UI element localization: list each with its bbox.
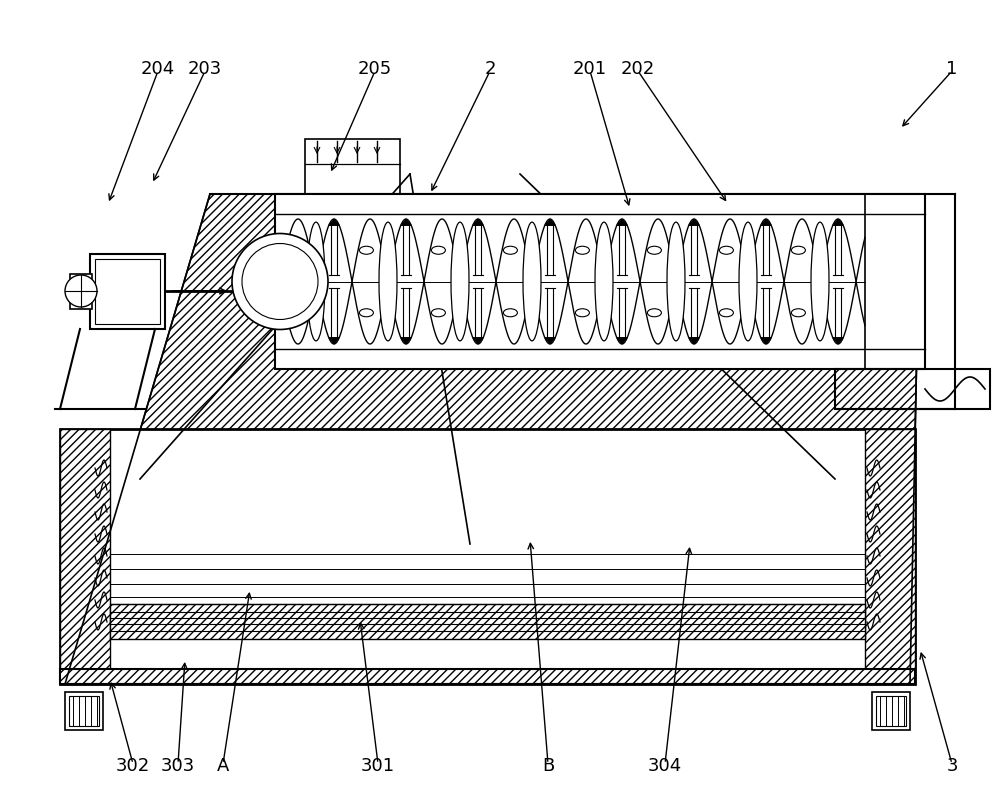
Circle shape (65, 276, 97, 307)
Bar (872, 692, 910, 730)
Bar (60, 430, 110, 684)
Polygon shape (617, 220, 627, 226)
Ellipse shape (647, 247, 661, 255)
Polygon shape (65, 195, 920, 684)
Text: 202: 202 (621, 60, 655, 78)
Ellipse shape (595, 223, 613, 341)
Ellipse shape (719, 247, 733, 255)
Polygon shape (329, 220, 339, 226)
Bar (275, 195, 925, 370)
Text: 204: 204 (141, 60, 175, 78)
Text: 3: 3 (946, 756, 958, 774)
Bar (65, 692, 103, 730)
Ellipse shape (359, 247, 373, 255)
Circle shape (232, 234, 328, 330)
Ellipse shape (379, 223, 397, 341)
Text: B: B (542, 756, 554, 774)
Text: 1: 1 (946, 60, 958, 78)
Text: 201: 201 (573, 60, 607, 78)
Ellipse shape (431, 247, 445, 255)
Polygon shape (833, 338, 843, 345)
Circle shape (242, 244, 318, 320)
Polygon shape (473, 220, 483, 226)
Ellipse shape (503, 247, 517, 255)
Polygon shape (401, 338, 411, 345)
Bar (60, 430, 915, 684)
Ellipse shape (791, 309, 805, 317)
Bar (876, 696, 906, 726)
Polygon shape (689, 338, 699, 345)
Text: 203: 203 (188, 60, 222, 78)
Text: 302: 302 (116, 756, 150, 774)
Ellipse shape (575, 247, 589, 255)
Ellipse shape (523, 223, 541, 341)
Ellipse shape (811, 223, 829, 341)
Polygon shape (689, 220, 699, 226)
Ellipse shape (575, 309, 589, 317)
Bar (60, 669, 915, 684)
Polygon shape (473, 338, 483, 345)
Ellipse shape (287, 247, 301, 255)
Polygon shape (401, 220, 411, 226)
Polygon shape (329, 338, 339, 345)
Text: 304: 304 (648, 756, 682, 774)
Polygon shape (761, 338, 771, 345)
Text: 303: 303 (161, 756, 195, 774)
Bar (865, 430, 915, 684)
Ellipse shape (431, 309, 445, 317)
Polygon shape (617, 338, 627, 345)
Bar (70, 275, 92, 310)
Bar (110, 639, 865, 669)
Ellipse shape (359, 309, 373, 317)
Text: 301: 301 (361, 756, 395, 774)
Ellipse shape (503, 309, 517, 317)
Text: 2: 2 (484, 60, 496, 78)
Text: A: A (217, 756, 229, 774)
Polygon shape (545, 220, 555, 226)
Polygon shape (833, 220, 843, 226)
Ellipse shape (451, 223, 469, 341)
Bar (90, 255, 165, 329)
Text: 205: 205 (358, 60, 392, 78)
Bar (95, 260, 160, 324)
Polygon shape (545, 338, 555, 345)
Bar (110, 604, 865, 639)
Ellipse shape (667, 223, 685, 341)
Ellipse shape (719, 309, 733, 317)
Ellipse shape (647, 309, 661, 317)
Ellipse shape (287, 309, 301, 317)
Ellipse shape (307, 223, 325, 341)
Bar (69, 696, 99, 726)
Polygon shape (761, 220, 771, 226)
Ellipse shape (739, 223, 757, 341)
Bar (305, 139, 400, 195)
Bar (835, 370, 990, 410)
Ellipse shape (791, 247, 805, 255)
